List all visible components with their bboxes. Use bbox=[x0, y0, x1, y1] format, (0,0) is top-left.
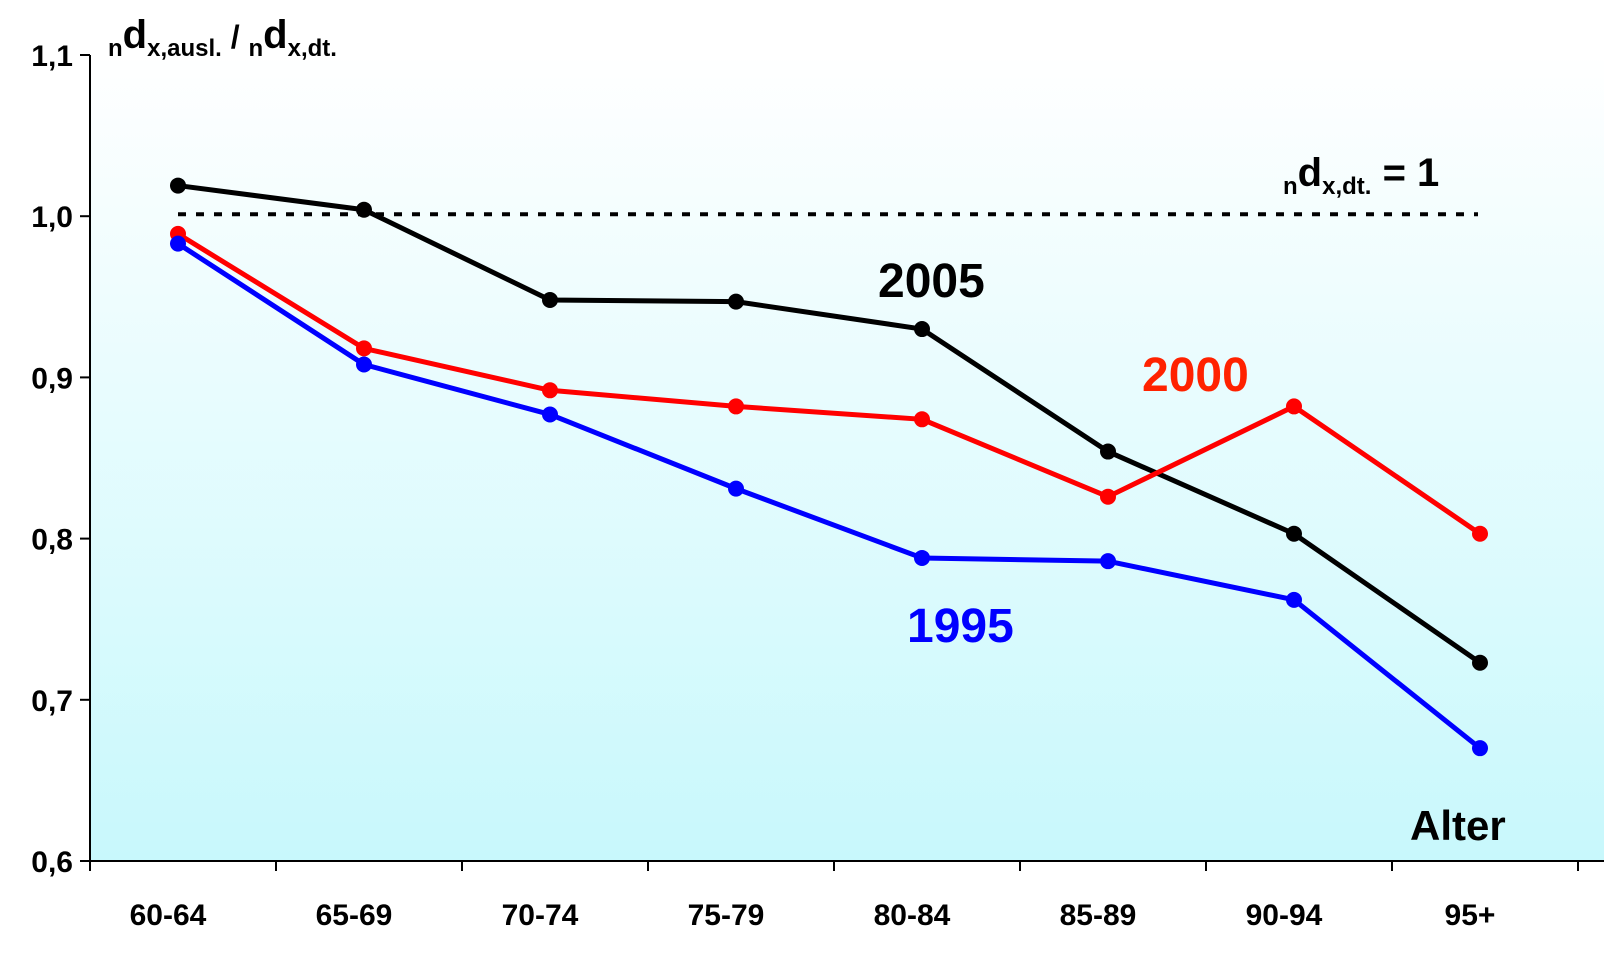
series-label-1995: 1995 bbox=[907, 600, 1014, 653]
data-point-1995 bbox=[1472, 740, 1488, 757]
x-tick-label: 60-64 bbox=[130, 899, 207, 932]
y-tick-label: 0,7 bbox=[31, 685, 73, 718]
y-tick-label: 0,8 bbox=[31, 524, 73, 557]
data-point-2005 bbox=[728, 293, 744, 310]
reference-label: ndx,dt. = 1 bbox=[1283, 151, 1439, 200]
y-axis-label-sub1: x,ausl. bbox=[147, 35, 222, 62]
x-tick-label: 75-79 bbox=[688, 899, 765, 932]
x-ticks: 60-64 65-69 70-74 75-79 80-84 85-89 90-94 95+ bbox=[89, 861, 1579, 932]
y-axis-label-d2: d bbox=[263, 13, 287, 57]
data-point-2000 bbox=[914, 411, 930, 428]
reference-label-d: d bbox=[1298, 151, 1322, 195]
x-tick-label: 85-89 bbox=[1060, 899, 1137, 932]
data-point-1995 bbox=[914, 549, 930, 566]
y-tick-label: 0,6 bbox=[31, 846, 73, 879]
y-tick-label: 1,1 bbox=[31, 40, 73, 73]
data-point-2005 bbox=[1472, 654, 1488, 671]
data-point-2005 bbox=[356, 201, 372, 218]
series-label-2005: 2005 bbox=[878, 255, 985, 308]
data-point-1995 bbox=[542, 406, 558, 423]
reference-label-n: n bbox=[1283, 173, 1298, 200]
data-point-2005 bbox=[914, 321, 930, 338]
data-point-1995 bbox=[356, 356, 372, 373]
series-label-2000: 2000 bbox=[1142, 349, 1249, 402]
data-point-2000 bbox=[728, 398, 744, 415]
data-point-2000 bbox=[356, 340, 372, 357]
data-point-2000 bbox=[542, 382, 558, 399]
y-axis-label-n2: n bbox=[249, 35, 264, 62]
x-tick-label: 90-94 bbox=[1246, 899, 1323, 932]
y-axis-label-sub2: x,dt. bbox=[288, 35, 337, 62]
data-point-2000 bbox=[1472, 525, 1488, 542]
data-point-2000 bbox=[1286, 398, 1302, 415]
reference-label-rest: = 1 bbox=[1371, 151, 1439, 195]
y-axis-label-n1: n bbox=[108, 35, 123, 62]
reference-label-sub: x,dt. bbox=[1322, 173, 1371, 200]
x-tick-label: 80-84 bbox=[874, 899, 951, 932]
plot-area bbox=[90, 55, 1604, 861]
data-point-2005 bbox=[1100, 443, 1116, 460]
x-tick-label: 65-69 bbox=[316, 899, 393, 932]
y-tick-label: 1,0 bbox=[31, 201, 73, 234]
y-ticks: 0,6 0,7 0,8 0,9 1,0 1,1 bbox=[31, 40, 90, 879]
data-point-1995 bbox=[728, 480, 744, 497]
series-line-1995 bbox=[176, 241, 1482, 751]
data-point-2000 bbox=[1100, 488, 1116, 505]
x-axis-label: Alter bbox=[1410, 802, 1506, 849]
x-tick-label: 70-74 bbox=[502, 899, 579, 932]
series-line-2005 bbox=[177, 183, 1482, 665]
data-point-1995 bbox=[1286, 591, 1302, 608]
data-point-2005 bbox=[1286, 525, 1302, 542]
data-point-1995 bbox=[170, 235, 186, 252]
series-group bbox=[170, 177, 1488, 757]
y-tick-label: 0,9 bbox=[31, 362, 73, 395]
x-tick-label: 95+ bbox=[1445, 899, 1496, 932]
data-point-2005 bbox=[542, 292, 558, 309]
series-line-2000 bbox=[176, 231, 1482, 536]
y-axis-label-slash: / bbox=[222, 19, 249, 55]
data-point-2005 bbox=[170, 177, 186, 194]
y-axis-label-d1: d bbox=[123, 13, 147, 57]
data-point-1995 bbox=[1100, 553, 1116, 570]
y-axis-label: ndx,ausl. / ndx,dt. bbox=[108, 13, 337, 62]
